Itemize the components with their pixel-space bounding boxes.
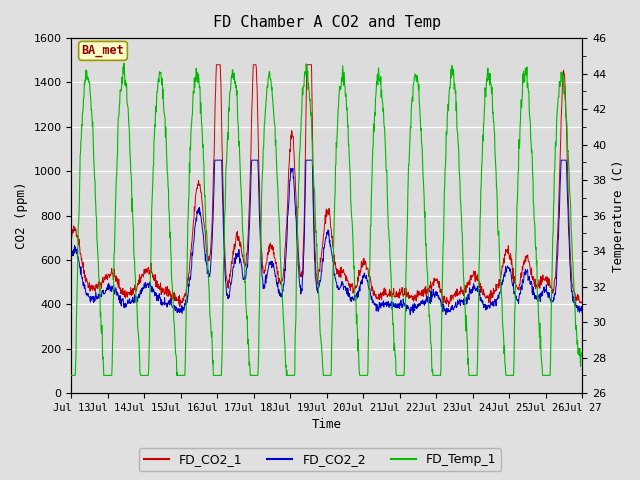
Y-axis label: CO2 (ppm): CO2 (ppm) [15,182,28,250]
X-axis label: Time: Time [312,419,342,432]
Legend: FD_CO2_1, FD_CO2_2, FD_Temp_1: FD_CO2_1, FD_CO2_2, FD_Temp_1 [139,448,501,471]
Text: BA_met: BA_met [82,44,124,58]
Title: FD Chamber A CO2 and Temp: FD Chamber A CO2 and Temp [213,15,441,30]
Y-axis label: Temperature (C): Temperature (C) [612,159,625,272]
